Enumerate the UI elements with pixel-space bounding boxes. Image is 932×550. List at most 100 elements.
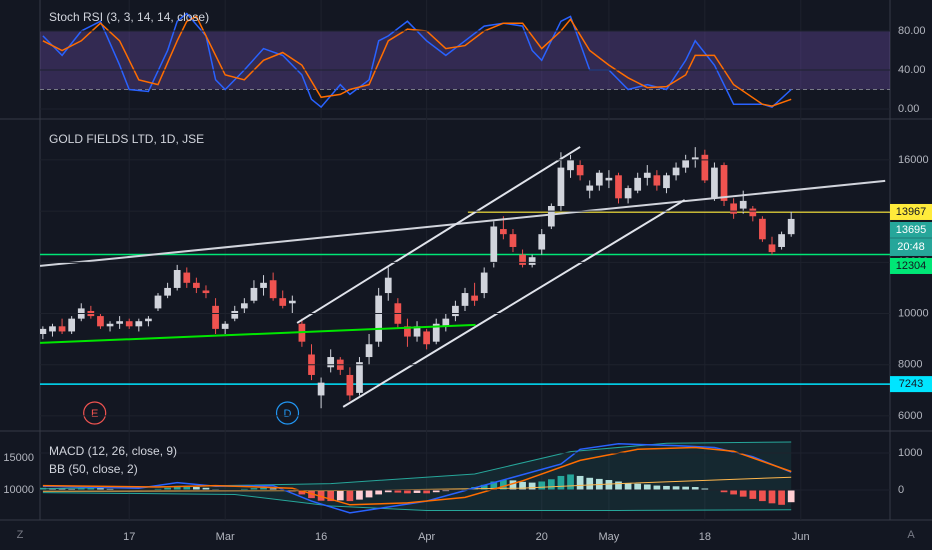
candle-body: [327, 357, 335, 368]
price-label: 13695: [896, 224, 927, 236]
candle-body: [97, 316, 104, 327]
candle-body: [240, 303, 248, 309]
candle-body: [173, 270, 181, 288]
candle-body: [125, 321, 133, 327]
macd-histogram-bar: [164, 487, 171, 491]
candle-body: [164, 287, 171, 296]
candle-body: [730, 203, 737, 214]
candle-body: [145, 318, 152, 322]
y-tick-label: 6000: [898, 410, 922, 422]
price-label-box: [890, 221, 932, 256]
macd-histogram-bar: [768, 490, 776, 504]
candle-body: [260, 282, 267, 288]
macd-histogram-bar: [528, 482, 536, 491]
macd-histogram-bar: [250, 488, 258, 491]
pane-title: Stoch RSI (3, 3, 14, 14, close): [49, 10, 209, 24]
candle-body: [250, 287, 258, 301]
candle-body: [711, 167, 718, 199]
candle-body: [567, 159, 574, 171]
bb-line: [42, 441, 792, 490]
macd-histogram-bar: [173, 486, 181, 491]
candle-body: [432, 323, 440, 342]
macd-histogram-bar: [97, 488, 104, 491]
event-marker: [83, 401, 107, 425]
y-tick-label: 15000: [3, 452, 34, 464]
macd-histogram-bar: [653, 485, 661, 491]
x-tick-label: 20: [536, 531, 548, 543]
toolbar-button[interactable]: A: [907, 529, 915, 541]
stoch-band: [40, 31, 890, 90]
macd-histogram-bar: [423, 490, 430, 494]
y-tick-label: 10000: [898, 307, 929, 319]
bb-line: [42, 476, 792, 492]
macd-histogram-bar: [432, 490, 440, 493]
candle-body: [509, 234, 517, 247]
macd-histogram-bar: [538, 481, 546, 491]
x-tick-label: 17: [123, 531, 135, 543]
candle-body: [384, 277, 392, 294]
macd-histogram-bar: [490, 481, 498, 491]
macd-histogram-bar: [183, 486, 191, 491]
macd-histogram-bar: [269, 488, 277, 491]
candle-body: [759, 218, 766, 240]
pane-title: GOLD FIELDS LTD, 1D, JSE: [49, 132, 204, 146]
pane-subtitle: BB (50, close, 2): [49, 462, 138, 476]
y-tick-label: 10000: [3, 484, 34, 496]
macd-histogram-bar: [202, 487, 210, 491]
price-label-box: [890, 203, 932, 220]
candle-body: [116, 321, 123, 324]
trend-line: [40, 323, 476, 344]
y-tick-label: 16000: [898, 154, 929, 166]
candle-body: [500, 229, 507, 235]
macd-histogram-bar: [375, 490, 383, 495]
candle-body: [672, 167, 680, 176]
price-label: 7243: [899, 378, 923, 390]
macd-histogram-bar: [624, 482, 632, 491]
candle-body: [231, 310, 239, 319]
x-tick-label: Mar: [216, 531, 235, 543]
macd-histogram-bar: [547, 479, 555, 491]
macd-histogram-bar: [500, 480, 507, 491]
macd-histogram-bar: [615, 481, 622, 491]
macd-histogram-bar: [605, 480, 613, 491]
macd-histogram-bar: [643, 484, 651, 491]
candle-body: [135, 321, 143, 327]
macd-histogram-bar: [663, 485, 670, 491]
macd-histogram-bar: [240, 488, 248, 491]
macd-histogram-bar: [58, 488, 66, 491]
candle-body: [595, 172, 603, 186]
candle-body: [720, 165, 728, 201]
candle-body: [183, 272, 191, 283]
macd-histogram-bar: [576, 475, 584, 491]
macd-histogram-bar: [519, 481, 526, 491]
candle-body: [375, 295, 383, 342]
candle-body: [519, 254, 526, 265]
candle-body: [605, 177, 613, 181]
candle-body: [317, 382, 325, 396]
stoch-line: [42, 15, 792, 107]
macd-histogram-bar: [730, 490, 737, 495]
macd-line: [42, 443, 792, 514]
candle-body: [547, 206, 555, 227]
macd-histogram-bar: [567, 474, 574, 491]
toolbar-button[interactable]: Z: [17, 529, 24, 541]
macd-histogram-bar: [384, 490, 392, 493]
candle-body: [615, 175, 622, 199]
x-tick-label: Jun: [792, 531, 810, 543]
bb-fill: [42, 441, 792, 511]
macd-histogram-bar: [634, 483, 642, 491]
macd-histogram-bar: [442, 490, 450, 492]
candle-body: [413, 326, 421, 337]
event-label: D: [284, 408, 292, 420]
trend-line: [342, 199, 686, 408]
price-label-box: [890, 257, 932, 274]
x-tick-label: May: [599, 531, 620, 543]
candle-body: [404, 326, 411, 337]
candle-body: [701, 154, 709, 181]
pane-title: MACD (12, 26, close, 9): [49, 444, 177, 458]
candle-body: [691, 157, 699, 160]
candle-body: [279, 298, 287, 306]
candle-body: [778, 234, 785, 247]
candle-body: [154, 295, 162, 309]
